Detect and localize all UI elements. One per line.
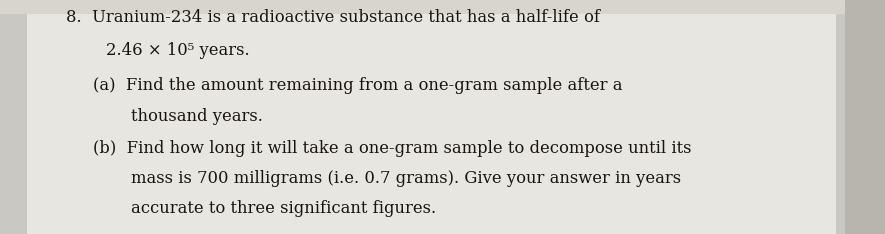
Text: mass is 700 milligrams (i.e. 0.7 grams). Give your answer in years: mass is 700 milligrams (i.e. 0.7 grams).…: [131, 170, 681, 187]
FancyBboxPatch shape: [27, 0, 836, 234]
FancyBboxPatch shape: [0, 0, 885, 14]
Text: 8.  Uranium-234 is a radioactive substance that has a half-life of: 8. Uranium-234 is a radioactive substanc…: [66, 9, 600, 26]
Text: thousand years.: thousand years.: [131, 108, 263, 125]
FancyBboxPatch shape: [845, 0, 885, 234]
Text: (a)  Find the amount remaining from a one-gram sample after a: (a) Find the amount remaining from a one…: [93, 77, 622, 94]
Text: accurate to three significant figures.: accurate to three significant figures.: [131, 201, 436, 217]
Text: 2.46 × 10⁵ years.: 2.46 × 10⁵ years.: [106, 43, 250, 59]
Text: (b)  Find how long it will take a one-gram sample to decompose until its: (b) Find how long it will take a one-gra…: [93, 140, 691, 157]
